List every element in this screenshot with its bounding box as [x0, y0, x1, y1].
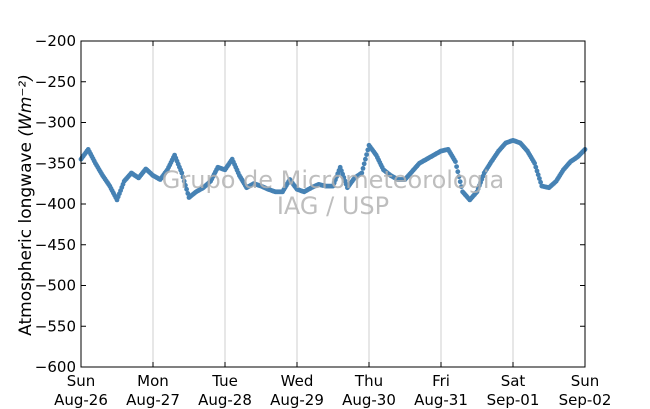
- x-tick-label: Wed Aug-29: [270, 372, 324, 409]
- x-tick-date: Aug-26: [54, 391, 108, 409]
- data-points: [78, 138, 588, 203]
- x-tick-day: Wed: [281, 372, 314, 390]
- data-point: [531, 158, 536, 164]
- data-point: [487, 161, 493, 166]
- y-axis-label-text: Atmospheric longwave: [16, 142, 36, 336]
- y-tick-label: −250: [35, 73, 76, 91]
- x-tick-label: Mon Aug-27: [126, 372, 180, 409]
- x-tick-label: Tue Aug-28: [198, 372, 252, 409]
- data-point: [364, 152, 369, 158]
- y-tick-label: −600: [35, 358, 76, 376]
- data-point: [181, 178, 187, 184]
- data-point: [99, 171, 104, 176]
- x-tick-date: Aug-30: [342, 391, 396, 409]
- data-point: [178, 167, 184, 173]
- data-point: [559, 169, 565, 175]
- x-tick-day: Fri: [432, 372, 450, 390]
- data-point: [363, 156, 368, 162]
- data-point: [535, 172, 541, 178]
- x-tick-day: Mon: [137, 372, 169, 390]
- y-tick-label: −450: [35, 236, 76, 254]
- data-point: [120, 181, 126, 187]
- y-axis: −200 −250 −300 −350 −400 −450 −500 −550 −600: [35, 32, 585, 376]
- x-tick-label: Sun Aug-26: [54, 372, 108, 409]
- y-tick-label: −500: [35, 277, 76, 295]
- y-axis-label: Atmospheric longwave (Wm⁻²): [16, 74, 36, 336]
- data-point: [360, 166, 366, 171]
- y-tick-label: −550: [35, 317, 76, 335]
- y-tick-label: −300: [35, 114, 76, 132]
- x-tick-label: Fri Aug-31: [414, 372, 468, 409]
- data-point: [456, 174, 462, 180]
- data-point: [480, 173, 486, 179]
- x-tick-date: Aug-28: [198, 391, 252, 409]
- data-point: [180, 174, 186, 180]
- data-point: [361, 161, 367, 167]
- data-point: [163, 169, 169, 174]
- x-tick-date: Aug-31: [414, 391, 468, 409]
- x-tick-date: Aug-27: [126, 391, 180, 409]
- y-tick-label: −200: [35, 32, 76, 50]
- data-point: [358, 171, 363, 177]
- data-point: [184, 186, 190, 192]
- x-tick-date: Aug-29: [270, 391, 324, 409]
- x-tick-label: Sun Sep-02: [559, 372, 612, 409]
- x-tick-label: Sat Sep-01: [487, 372, 540, 409]
- data-point: [523, 147, 529, 153]
- x-tick-label: Thu Aug-30: [342, 372, 396, 409]
- x-tick-date: Sep-02: [559, 391, 612, 409]
- data-point: [473, 190, 479, 196]
- x-tick-date: Sep-01: [487, 391, 540, 409]
- x-tick-day: Thu: [354, 372, 383, 390]
- data-point: [454, 164, 459, 170]
- data-point: [183, 182, 188, 188]
- data-point: [455, 169, 461, 175]
- y-axis-unit: (Wm⁻²): [16, 74, 36, 136]
- data-point: [538, 179, 543, 185]
- data-point: [459, 184, 464, 190]
- x-tick-day: Sat: [501, 372, 526, 390]
- y-tick-label: −350: [35, 154, 76, 172]
- data-point: [207, 179, 212, 185]
- watermark-line-2: IAG / USP: [277, 192, 389, 220]
- data-point: [235, 170, 241, 176]
- data-point: [91, 158, 97, 164]
- x-tick-day: Sun: [571, 372, 600, 390]
- vertical-gridlines: [152, 41, 514, 367]
- data-point: [106, 181, 111, 187]
- x-tick-day: Sun: [67, 372, 96, 390]
- watermark-line-1: Grupo de Micrometeorologia: [162, 166, 504, 194]
- data-point: [451, 157, 457, 163]
- data-point: [533, 164, 539, 170]
- watermark: Grupo de Micrometeorologia IAG / USP: [162, 166, 504, 220]
- data-point: [534, 168, 540, 174]
- data-point: [372, 151, 378, 156]
- data-point: [537, 176, 542, 181]
- y-tick-label: −400: [35, 195, 76, 213]
- data-point: [379, 164, 385, 170]
- x-tick-day: Tue: [211, 372, 238, 390]
- data-point: [457, 179, 463, 185]
